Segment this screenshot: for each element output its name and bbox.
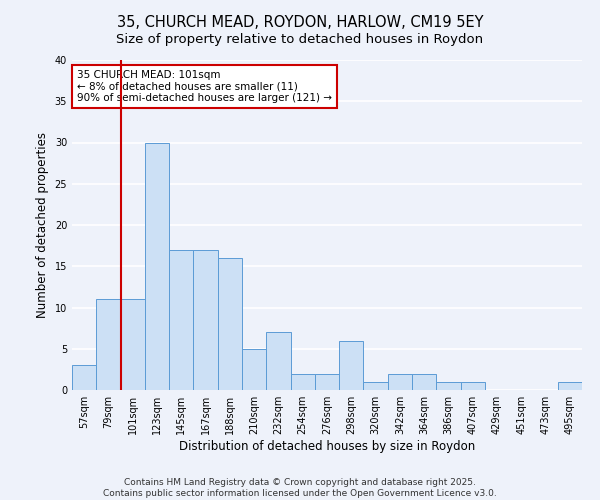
Text: 35 CHURCH MEAD: 101sqm
← 8% of detached houses are smaller (11)
90% of semi-deta: 35 CHURCH MEAD: 101sqm ← 8% of detached … <box>77 70 332 103</box>
Bar <box>72 365 96 390</box>
Bar <box>412 374 436 390</box>
Text: Size of property relative to detached houses in Roydon: Size of property relative to detached ho… <box>116 32 484 46</box>
Bar <box>145 142 169 390</box>
Bar <box>364 382 388 390</box>
Bar <box>121 299 145 390</box>
Y-axis label: Number of detached properties: Number of detached properties <box>36 132 49 318</box>
Bar <box>558 382 582 390</box>
X-axis label: Distribution of detached houses by size in Roydon: Distribution of detached houses by size … <box>179 440 475 453</box>
Bar <box>461 382 485 390</box>
Bar <box>193 250 218 390</box>
Bar <box>169 250 193 390</box>
Bar <box>266 332 290 390</box>
Bar <box>96 299 121 390</box>
Bar <box>218 258 242 390</box>
Bar <box>290 374 315 390</box>
Bar <box>339 340 364 390</box>
Bar <box>242 349 266 390</box>
Bar <box>315 374 339 390</box>
Text: Contains HM Land Registry data © Crown copyright and database right 2025.
Contai: Contains HM Land Registry data © Crown c… <box>103 478 497 498</box>
Text: 35, CHURCH MEAD, ROYDON, HARLOW, CM19 5EY: 35, CHURCH MEAD, ROYDON, HARLOW, CM19 5E… <box>117 15 483 30</box>
Bar <box>436 382 461 390</box>
Bar <box>388 374 412 390</box>
